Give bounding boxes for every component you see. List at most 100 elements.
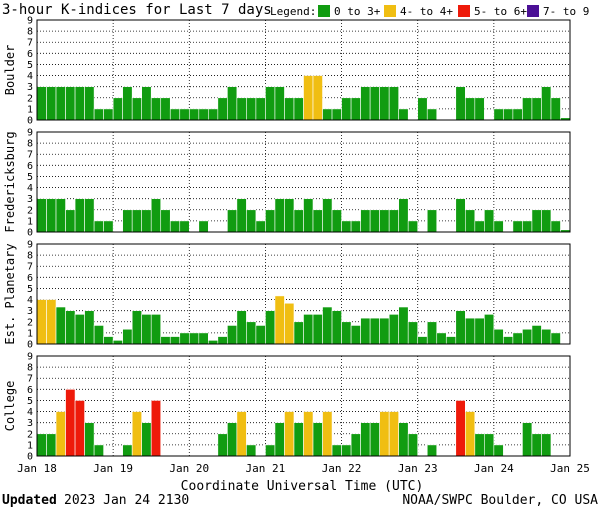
y-tick-label: 4 bbox=[27, 407, 33, 418]
bar bbox=[388, 209, 399, 233]
x-tick-label: Jan 20 bbox=[169, 462, 209, 475]
bar bbox=[74, 86, 85, 121]
bar bbox=[369, 317, 380, 345]
bar bbox=[179, 220, 190, 233]
bar bbox=[274, 86, 285, 121]
bar bbox=[445, 336, 457, 345]
bar bbox=[150, 400, 162, 457]
bar bbox=[293, 321, 304, 345]
bar bbox=[179, 332, 190, 345]
bar bbox=[284, 411, 295, 457]
bar bbox=[360, 422, 371, 457]
y-tick-label: 2 bbox=[27, 93, 33, 104]
updated-time: 2023 Jan 24 2130 bbox=[64, 493, 189, 508]
bar bbox=[65, 86, 76, 121]
bar bbox=[246, 209, 257, 233]
bar bbox=[84, 310, 95, 345]
bar bbox=[141, 86, 152, 121]
y-tick-label: 6 bbox=[27, 385, 33, 396]
bar bbox=[284, 198, 295, 233]
data-source: NOAA/SWPC Boulder, CO USA bbox=[402, 493, 598, 508]
bar bbox=[293, 422, 304, 457]
y-tick-label: 3 bbox=[27, 418, 33, 429]
bar bbox=[388, 411, 399, 457]
bar bbox=[303, 314, 314, 345]
bar bbox=[141, 314, 152, 345]
bar bbox=[284, 97, 295, 121]
panel-label: College bbox=[3, 381, 17, 432]
bar bbox=[322, 108, 333, 121]
bar bbox=[84, 86, 95, 121]
bar bbox=[531, 97, 542, 121]
bar bbox=[303, 411, 314, 457]
bar bbox=[74, 400, 85, 457]
bar bbox=[293, 209, 304, 233]
bar bbox=[112, 340, 123, 345]
bar bbox=[512, 332, 523, 345]
bar bbox=[198, 220, 209, 233]
bar bbox=[131, 411, 142, 457]
bar bbox=[93, 220, 104, 233]
legend-label: Legend: bbox=[270, 5, 316, 18]
bar bbox=[55, 411, 66, 457]
y-tick-label: 7 bbox=[27, 374, 33, 385]
bar bbox=[550, 220, 561, 233]
panel-label: Est. Planetary bbox=[3, 243, 17, 344]
bar bbox=[417, 336, 428, 345]
bar bbox=[227, 422, 238, 457]
bar bbox=[341, 97, 352, 121]
panel-frame bbox=[36, 19, 571, 121]
bar bbox=[493, 328, 504, 345]
y-tick-label: 3 bbox=[27, 306, 33, 317]
bar bbox=[426, 444, 438, 457]
bar bbox=[531, 433, 542, 457]
legend-swatch-yellow bbox=[384, 5, 396, 17]
y-tick-label: 5 bbox=[27, 284, 33, 295]
bar bbox=[188, 332, 200, 345]
bar bbox=[246, 97, 257, 121]
y-tick-label: 2 bbox=[27, 205, 33, 216]
bar bbox=[55, 306, 66, 345]
y-tick-label: 9 bbox=[27, 16, 33, 27]
bar bbox=[217, 433, 228, 457]
bar bbox=[169, 220, 181, 233]
bar bbox=[379, 86, 390, 121]
bar bbox=[208, 340, 219, 345]
bar bbox=[455, 310, 466, 345]
bar bbox=[236, 310, 247, 345]
bar bbox=[322, 411, 333, 457]
bar bbox=[265, 86, 276, 121]
bar bbox=[227, 325, 238, 345]
bar bbox=[93, 325, 104, 345]
bar bbox=[255, 325, 266, 345]
bar bbox=[284, 302, 295, 345]
bar bbox=[65, 389, 76, 457]
bar bbox=[74, 198, 85, 233]
bar bbox=[522, 97, 533, 121]
bar bbox=[227, 86, 238, 121]
bar bbox=[426, 321, 438, 345]
bar bbox=[379, 209, 390, 233]
y-tick-label: 5 bbox=[27, 172, 33, 183]
bar bbox=[236, 198, 247, 233]
bar bbox=[198, 332, 209, 345]
legend-item-7-9: 7- to 9 bbox=[543, 5, 589, 18]
bar bbox=[65, 209, 76, 233]
bar bbox=[455, 86, 466, 121]
bar bbox=[312, 422, 323, 457]
y-tick-label: 0 bbox=[27, 228, 33, 239]
bar bbox=[465, 317, 476, 345]
bar bbox=[360, 209, 371, 233]
bar bbox=[36, 86, 47, 121]
bar bbox=[341, 220, 352, 233]
y-tick-label: 8 bbox=[27, 251, 33, 262]
bar bbox=[217, 97, 228, 121]
bar bbox=[522, 220, 533, 233]
bar bbox=[331, 209, 342, 233]
bar bbox=[503, 336, 514, 345]
y-tick-label: 1 bbox=[27, 104, 33, 115]
bar bbox=[74, 314, 85, 345]
y-tick-label: 4 bbox=[27, 183, 33, 194]
